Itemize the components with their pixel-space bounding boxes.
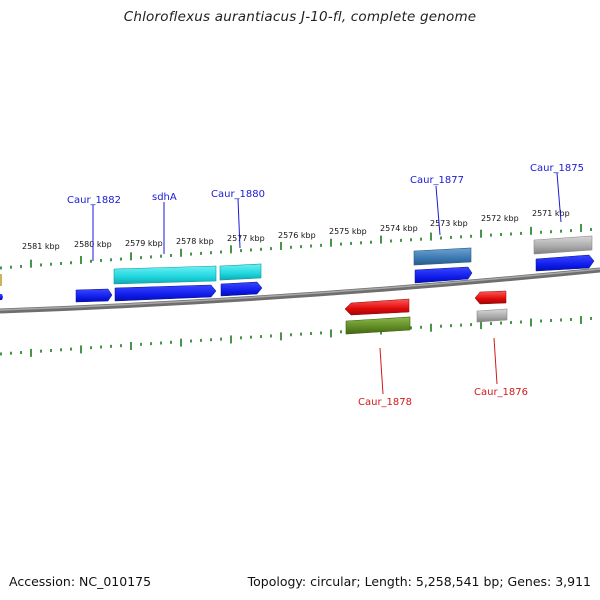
gene-feature-caur-1877-region[interactable] [413,247,472,266]
scale-label: 2581 kbp [22,242,60,251]
accession-text: Accession: NC_010175 [9,574,152,589]
gene-feature-sdhA-region[interactable] [113,265,217,285]
gene-label-caur-1875[interactable]: Caur_1875 [530,163,584,174]
genome-backbone-highlight [0,268,600,311]
scale-label: 2577 kbp [227,234,265,243]
scale-label: 2576 kbp [278,231,316,240]
reverse-scale-ticks [0,315,592,357]
reverse-features [344,290,508,335]
gene-label-caur-1876[interactable]: Caur_1876 [474,387,528,398]
gene-label-sdhA[interactable]: sdhA [152,192,177,203]
scale-label: 2573 kbp [430,219,468,228]
map-title: Chloroflexus aurantiacus J-10-fl, comple… [123,9,477,25]
leader-line [237,198,241,249]
cds-caur-1875[interactable] [535,254,595,272]
scale-label: 2579 kbp [125,239,163,248]
partial-feature[interactable] [0,274,2,286]
gene-label-caur-1882[interactable]: Caur_1882 [67,195,121,206]
cds-caur-1876[interactable] [474,290,507,305]
gene-label-caur-1880[interactable]: Caur_1880 [211,189,265,200]
scale-label: 2578 kbp [176,237,214,246]
forward-gene-labels: Caur_1882 sdhA Caur_1880 Caur_1877 Caur_… [67,163,584,261]
gene-label-caur-1878[interactable]: Caur_1878 [358,397,412,408]
topology-text: Topology: circular; Length: 5,258,541 bp… [247,574,591,589]
cds-caur-1877[interactable] [414,266,473,284]
partial-cds-arrow[interactable] [0,294,3,300]
leader-line [379,347,384,395]
gene-feature-caur-1875-region[interactable] [533,235,593,255]
reverse-gene-labels: Caur_1878 Caur_1876 [358,337,528,408]
genome-backbone [0,267,600,314]
gene-label-caur-1877[interactable]: Caur_1877 [410,175,464,186]
scale-labels: 2581 kbp 2580 kbp 2579 kbp 2578 kbp 2577… [22,209,570,251]
gene-feature-caur-1876-region[interactable] [476,308,508,323]
leader-line [435,185,441,236]
scale-label: 2574 kbp [380,224,418,233]
scale-label: 2571 kbp [532,209,570,218]
scale-label: 2572 kbp [481,214,519,223]
cds-sdhA[interactable] [114,284,217,302]
forward-features [0,235,595,303]
leader-line [493,337,498,385]
gene-feature-caur-1880-region[interactable] [219,263,262,281]
scale-label: 2575 kbp [329,227,367,236]
cds-caur-1880[interactable] [220,281,263,297]
gene-feature-caur-1878-region[interactable] [345,316,411,335]
forward-scale-ticks [0,224,592,270]
cds-caur-1878[interactable] [344,298,410,316]
cds-caur-1882[interactable] [75,288,113,303]
leader-line [556,172,562,223]
